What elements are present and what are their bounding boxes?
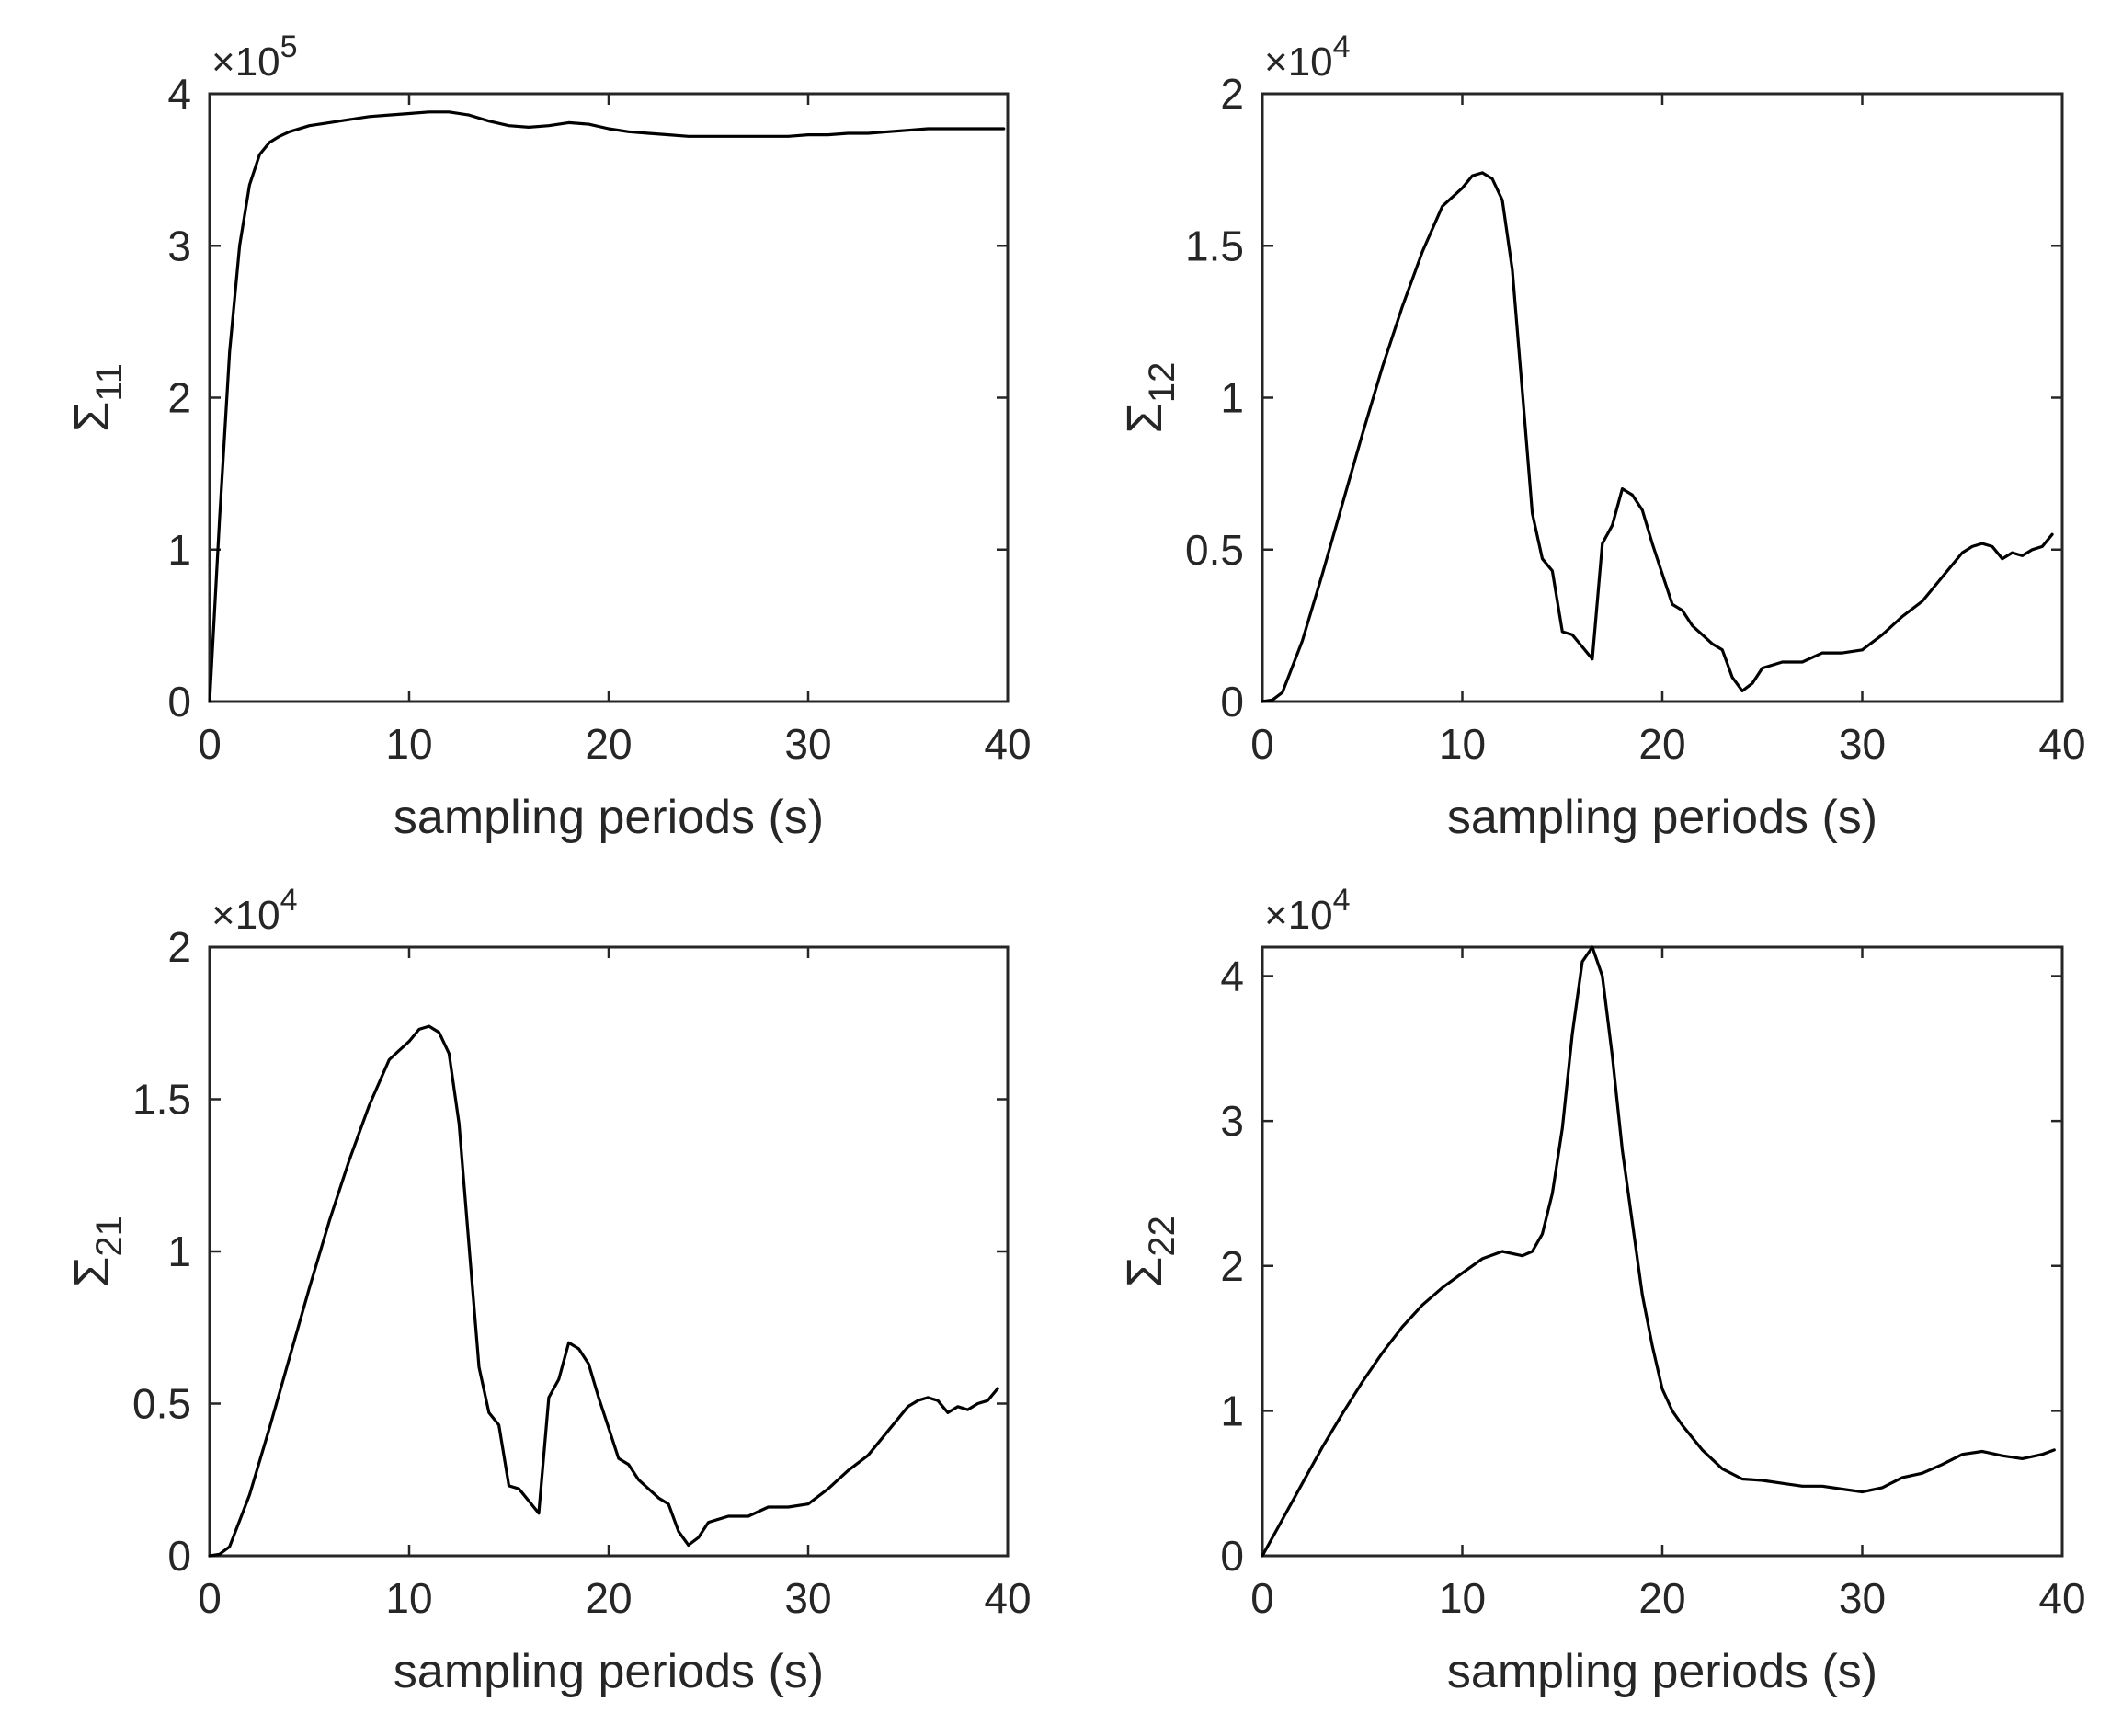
- y-tick-label: 2: [167, 374, 191, 422]
- x-tick-label: 20: [1638, 720, 1685, 768]
- y-tick-label: 0: [1220, 678, 1244, 725]
- exponent-label: ×104: [1264, 29, 1351, 85]
- y-tick-label: 2: [167, 923, 191, 971]
- series-line-sigma21: [208, 1024, 999, 1558]
- y-tick-label: 1: [167, 526, 191, 574]
- x-axis-label: sampling periods (s): [1447, 1645, 1877, 1698]
- exponent-power: 4: [280, 883, 298, 918]
- x-tick-label: 30: [784, 1574, 831, 1622]
- x-tick-label: 20: [585, 1574, 632, 1622]
- y-tick-label: 3: [1220, 1097, 1244, 1145]
- exponent-base: ×10: [211, 40, 280, 85]
- subplot-sigma12: 0 10 20 30 40 0 0.5 1 1.5 2 ×104 sampling periods (…: [1117, 29, 2086, 844]
- y-axis-subscript: 22: [1142, 1216, 1182, 1257]
- y-axis-subscript: 12: [1142, 362, 1182, 404]
- series-line-sigma11: [208, 110, 1006, 703]
- x-tick-label: 40: [2038, 1574, 2085, 1622]
- y-tick-label: 2: [1220, 1242, 1244, 1290]
- y-tick-label: 1: [167, 1228, 191, 1275]
- y-axis-symbol: Σ: [64, 402, 120, 432]
- x-tick-label: 30: [1839, 720, 1886, 768]
- y-tick-label: 1.5: [1185, 222, 1244, 269]
- y-tick-label: 2: [1220, 70, 1244, 118]
- x-tick-label: 40: [2038, 720, 2085, 768]
- axes-box: [1261, 92, 2064, 703]
- y-axis-symbol: Σ: [1117, 1257, 1172, 1287]
- x-tick-label: 20: [585, 720, 632, 768]
- x-tick-label: 40: [984, 1574, 1031, 1622]
- x-tick-label: 0: [198, 1574, 222, 1622]
- x-tick-label: 30: [1839, 1574, 1886, 1622]
- y-tick-label: 0.5: [132, 1380, 191, 1428]
- axes-box: [208, 92, 1010, 703]
- x-tick-label: 10: [385, 720, 432, 768]
- y-axis-label: Σ22: [1117, 1216, 1182, 1287]
- x-tick-label: 40: [984, 720, 1031, 768]
- y-tick-label: 0: [167, 1532, 191, 1580]
- x-tick-label: 30: [784, 720, 831, 768]
- y-axis-symbol: Σ: [1117, 403, 1172, 433]
- exponent-label: ×104: [1264, 883, 1351, 938]
- exponent-power: 4: [1333, 883, 1351, 918]
- exponent-power: 4: [1333, 29, 1351, 64]
- x-tick-label: 20: [1638, 1574, 1685, 1622]
- exponent-label: ×104: [211, 883, 298, 938]
- x-tick-label: 10: [1439, 1574, 1486, 1622]
- exponent-power: 5: [280, 29, 298, 64]
- y-tick-label: 0: [167, 678, 191, 725]
- y-tick-label: 4: [1220, 953, 1244, 1000]
- x-tick-label: 0: [1250, 720, 1274, 768]
- y-axis-label: Σ21: [64, 1216, 130, 1287]
- x-tick-label: 0: [198, 720, 222, 768]
- axes-box: [208, 945, 1010, 1558]
- y-axis-label: Σ12: [1117, 362, 1182, 434]
- y-tick-label: 1: [1220, 374, 1244, 422]
- y-tick-label: 1.5: [132, 1076, 191, 1124]
- y-tick-label: 0.5: [1185, 526, 1244, 574]
- y-axis-subscript: 21: [89, 1216, 130, 1257]
- series-line-sigma12: [1261, 171, 2054, 703]
- exponent-base: ×10: [211, 893, 280, 938]
- x-tick-label: 10: [385, 1574, 432, 1622]
- subplot-sigma21: 0 10 20 30 40 0 0.5 1 1.5 2 ×104 sampling periods (…: [64, 883, 1032, 1698]
- y-tick-label: 0: [1220, 1532, 1244, 1580]
- y-tick-label: 1: [1220, 1387, 1244, 1434]
- exponent-base: ×10: [1264, 893, 1333, 938]
- exponent-base: ×10: [1264, 40, 1333, 85]
- y-axis-subscript: 11: [89, 363, 130, 402]
- y-axis-label: Σ11: [64, 363, 130, 432]
- x-axis-label: sampling periods (s): [394, 1645, 824, 1698]
- x-axis-label: sampling periods (s): [1447, 791, 1877, 844]
- subplot-sigma11: 0 10 20 30 40 0 1 2 3 4 ×105 sampling periods (s) Σ1…: [64, 29, 1032, 844]
- y-tick-label: 4: [167, 70, 191, 118]
- y-tick-label: 3: [167, 222, 191, 269]
- x-tick-label: 0: [1250, 1574, 1274, 1622]
- x-axis-label: sampling periods (s): [394, 791, 824, 844]
- y-axis-symbol: Σ: [64, 1257, 120, 1287]
- exponent-label: ×105: [211, 29, 298, 85]
- series-line-sigma22: [1261, 945, 2056, 1558]
- x-tick-label: 10: [1439, 720, 1486, 768]
